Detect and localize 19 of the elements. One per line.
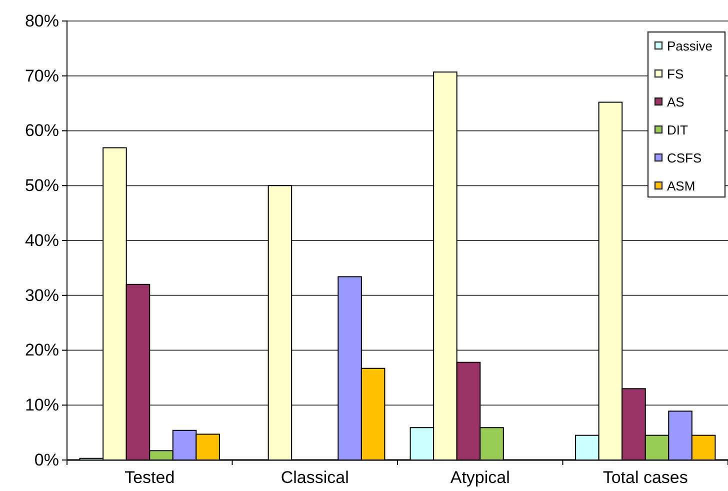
y-tick-label: 50% (24, 176, 59, 196)
legend-label: AS (667, 94, 685, 110)
legend-label: ASM (667, 178, 696, 194)
y-tick-label: 10% (24, 396, 59, 415)
x-tick-label: Atypical (450, 468, 510, 487)
x-tick-label: Classical (280, 468, 349, 487)
x-tick-label: Total cases (602, 468, 688, 487)
y-tick-label: 80% (24, 11, 59, 30)
legend-label: DIT (667, 122, 688, 138)
legend-label: Passive (667, 38, 713, 54)
y-tick-label: 0% (34, 450, 59, 470)
y-tick-label: 60% (24, 121, 59, 140)
y-tick-label: 20% (24, 340, 59, 360)
y-tick-label: 30% (24, 286, 59, 305)
legend-label: FS (667, 66, 684, 82)
y-tick-label: 70% (24, 66, 59, 86)
y-tick-label: 40% (24, 230, 59, 250)
x-tick-label: Tested (124, 468, 175, 487)
legend-label: CSFS (667, 150, 702, 166)
